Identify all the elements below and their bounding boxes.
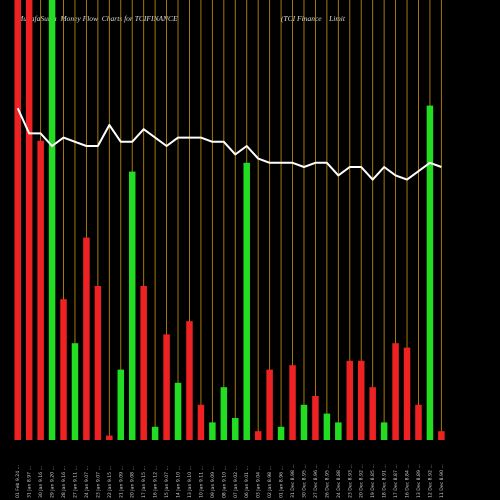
x-tick-label: 14 Jan 9.10 ... (176, 466, 182, 498)
money-flow-bar (94, 286, 102, 440)
money-flow-bar (335, 422, 342, 440)
x-tick-label: 21 Jan 9.09 ... (118, 466, 124, 498)
money-flow-bar (117, 369, 125, 440)
x-tick-label: 03 Jan 9.04 ... (256, 466, 262, 498)
money-flow-bar (140, 286, 147, 440)
x-tick-label: 24 Jan 9.07 ... (84, 466, 90, 498)
money-flow-bar (37, 140, 44, 441)
money-flow-bar (323, 413, 331, 440)
x-tick-labels: 01 Feb 9.24 ... 31 Jan 8.97 ... 30 Jan 9.1… (15, 464, 445, 498)
money-flow-bar (392, 343, 399, 440)
money-flow-bar (369, 387, 376, 440)
x-tick-label: 22 Jan 9.15 ... (107, 466, 113, 498)
money-flow-bar (60, 299, 67, 440)
money-flow-bar (289, 365, 296, 440)
x-tick-label: 18 Dec 8.91 ... (382, 464, 388, 498)
money-flow-bar (163, 334, 170, 440)
x-tick-label: 20 Dec 8.92 ... (359, 464, 365, 498)
money-flow-bar (48, 0, 56, 440)
x-tick-label: 16 Jan 9.12 ... (153, 466, 159, 498)
x-tick-label: 13 Dec 8.89 ... (416, 464, 422, 498)
money-flow-bar (346, 360, 354, 440)
x-tick-label: 28 Jan 9.16 ... (61, 466, 67, 498)
x-tick-label: 01 Feb 9.24 ... (15, 465, 21, 498)
chart-title: MunafaSutra Money Flow Charts for TCIFIN… (17, 14, 178, 23)
bars (14, 0, 445, 441)
x-tick-label: 23 Dec 8.93 ... (347, 464, 353, 498)
money-flow-bar (106, 435, 113, 440)
x-tick-label: 16 Dec 8.84 ... (405, 464, 411, 498)
x-tick-label: 24 Dec 8.88 ... (336, 464, 342, 498)
grid-lines (17, 0, 442, 440)
x-tick-label: 29 Jan 9.20 ... (50, 466, 56, 498)
x-tick-label: 19 Dec 8.85 ... (370, 464, 376, 498)
x-tick-label: 20 Jan 9.08 ... (130, 466, 136, 498)
money-flow-bar (277, 426, 285, 440)
x-tick-label: 23 Jan 9.07 ... (95, 466, 101, 498)
money-flow-bar (83, 237, 90, 440)
x-tick-label: 17 Dec 8.87 ... (393, 464, 399, 498)
x-tick-label: 31 Dec 8.98 ... (290, 464, 296, 498)
money-flow-bar (186, 321, 193, 440)
money-flow-bar (266, 369, 273, 440)
money-flow-bar (174, 382, 182, 440)
x-tick-label: 12 Dec 8.92 ... (427, 464, 433, 498)
money-flow-bar (14, 0, 21, 440)
money-flow-bar (438, 431, 445, 440)
x-tick-label: 30 Dec 8.95 ... (301, 464, 307, 498)
money-flow-bar (380, 422, 388, 440)
money-flow-bar (357, 360, 365, 440)
x-tick-label: 15 Jan 9.07 ... (164, 466, 170, 498)
money-flow-bar (151, 426, 159, 440)
money-flow-bar (25, 0, 33, 440)
x-tick-label: 02 Jan 8.98 ... (267, 466, 273, 498)
x-tick-label: 31 Jan 8.97 ... (27, 466, 33, 498)
money-flow-bar (415, 404, 422, 440)
money-flow-bar (128, 171, 136, 440)
x-tick-label: 26 Dec 8.95 ... (324, 464, 330, 498)
money-flow-bar (209, 422, 216, 440)
x-tick-label: 27 Jan 9.11 ... (72, 466, 78, 498)
money-flow-bar (243, 162, 250, 441)
x-tick-label: 06 Jan 9.01 ... (244, 466, 250, 498)
money-flow-bar (197, 404, 205, 440)
x-tick-label: 08 Jan 9.10 ... (221, 466, 227, 498)
x-tick-label: 11 Dec 8.90 ... (439, 464, 445, 498)
x-tick-label: 27 Dec 8.96 ... (313, 464, 319, 498)
x-tick-label: 09 Jan 9.09 ... (210, 466, 216, 498)
money-flow-bar (403, 347, 411, 440)
chart-title-bar: MunafaSutra Money Flow Charts for TCIFIN… (0, 14, 500, 28)
money-flow-bar (312, 396, 319, 440)
company-name: (TCI Finance Limit (281, 14, 345, 23)
price-line (16, 107, 442, 181)
money-flow-bar (426, 105, 434, 440)
money-flow-bar (254, 431, 262, 440)
money-flow-bar (300, 404, 308, 440)
x-tick-label: 30 Jan 9.16 ... (38, 466, 44, 498)
money-flow-bar (232, 418, 239, 440)
x-tick-label: 07 Jan 9.02 ... (233, 466, 239, 498)
money-flow-bar (220, 387, 228, 440)
money-flow-bar (71, 343, 79, 440)
x-tick-label: 01 Jan 8.96 ... (279, 466, 285, 498)
x-tick-label: 17 Jan 9.15 ... (141, 466, 147, 498)
x-tick-label: 13 Jan 9.10 ... (187, 466, 193, 498)
x-tick-label: 10 Jan 9.11 ... (198, 466, 204, 498)
